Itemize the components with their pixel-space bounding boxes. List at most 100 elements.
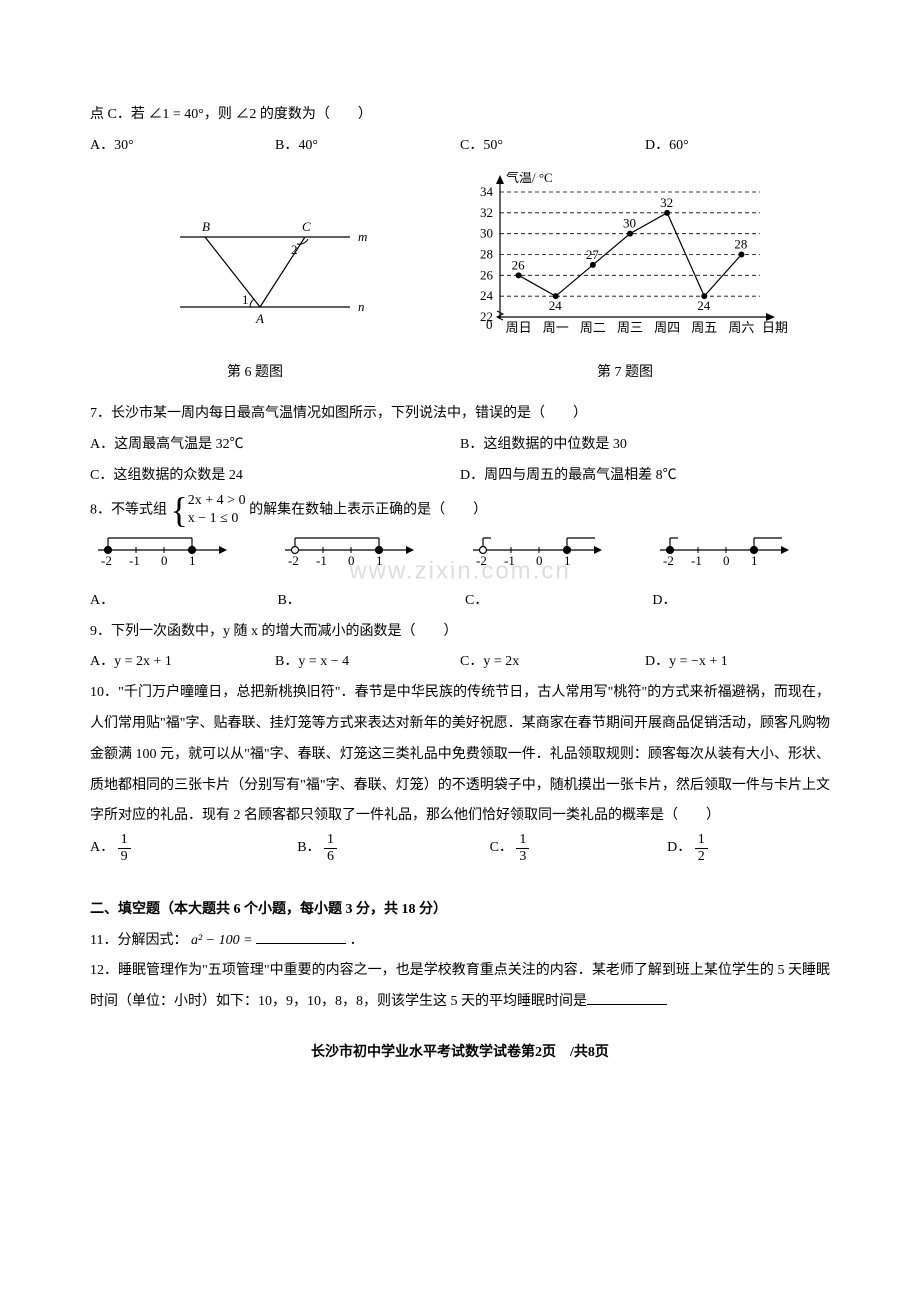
- svg-text:28: 28: [480, 246, 493, 261]
- svg-text:m: m: [358, 229, 367, 244]
- q10-opt-a-prefix: A．: [90, 840, 114, 855]
- svg-text:-2: -2: [101, 553, 112, 568]
- q7-figure: 222426283032340气温/ °C周日周一周二周三周四周五周六日期262…: [460, 172, 790, 342]
- svg-text:0: 0: [536, 553, 543, 568]
- svg-text:n: n: [358, 299, 365, 314]
- q8-opt-a-wrap: -2 -1 0 1 A．: [90, 528, 268, 617]
- q12: 12．睡眠管理作为"五项管理"中重要的内容之一，也是学校教育重点关注的内容．某老…: [90, 956, 830, 1018]
- q7-opt-c: C．这组数据的众数是 24: [90, 461, 460, 492]
- svg-text:1: 1: [564, 553, 571, 568]
- q10-stem: 10．"千门万户曈曈日，总把新桃换旧符"．春节是中华民族的传统节日，古人常用写"…: [90, 678, 830, 832]
- q8-opt-b-wrap: -2 -1 0 1 B．: [277, 528, 455, 617]
- q11-expr: a² − 100 =: [191, 933, 253, 948]
- q9-opt-a: A．y = 2x + 1: [90, 647, 275, 678]
- q9-opt-d: D．y = −x + 1: [645, 647, 830, 678]
- q7-options-row2: C．这组数据的众数是 24 D．周四与周五的最高气温相差 8℃: [90, 461, 830, 492]
- q8-opt-a-label: A．: [90, 593, 114, 608]
- q10-b-num: 1: [324, 832, 337, 848]
- svg-text:0: 0: [486, 317, 493, 332]
- svg-text:周一: 周一: [543, 320, 569, 335]
- q6-opt-c: C．50°: [460, 131, 645, 162]
- q10-a-num: 1: [118, 832, 131, 848]
- q10-c-num: 1: [516, 832, 529, 848]
- q10-opt-b-prefix: B．: [297, 840, 320, 855]
- svg-text:周二: 周二: [580, 320, 606, 335]
- svg-text:-1: -1: [691, 553, 702, 568]
- svg-text:1: 1: [376, 553, 383, 568]
- q12-blank: [587, 990, 667, 1005]
- svg-text:-2: -2: [288, 553, 299, 568]
- q8-opt-b-label: B．: [277, 593, 300, 608]
- q6-options: A．30° B．40° C．50° D．60°: [90, 131, 830, 162]
- q7-opt-b: B．这组数据的中位数是 30: [460, 430, 830, 461]
- q10-opt-b: B． 16: [297, 832, 489, 864]
- q6-figure-wrap: BCAmn12 第 6 题图: [130, 202, 380, 390]
- svg-text:34: 34: [480, 184, 494, 199]
- svg-text:0: 0: [348, 553, 355, 568]
- svg-text:周日: 周日: [506, 320, 532, 335]
- svg-text:周四: 周四: [654, 320, 680, 335]
- q6-stem-cont: 点 C．若 ∠1 = 40°，则 ∠2 的度数为（ ）: [90, 100, 830, 131]
- svg-text:1: 1: [242, 292, 249, 307]
- svg-text:B: B: [202, 219, 210, 234]
- numberline-c: -2 -1 0 1: [465, 528, 635, 573]
- svg-text:26: 26: [512, 257, 525, 272]
- numberline-d: -2-101: [652, 528, 822, 573]
- q7-options-row1: A．这周最高气温是 32℃ B．这组数据的中位数是 30: [90, 430, 830, 461]
- q8-sys-line2: x − 1 ≤ 0: [188, 511, 239, 526]
- q10-opt-c: C． 13: [490, 832, 668, 864]
- q8-opt-c-wrap: -2 -1 0 1 C．: [465, 528, 643, 617]
- q12-text: 12．睡眠管理作为"五项管理"中重要的内容之一，也是学校教育重点关注的内容．某老…: [90, 963, 830, 1009]
- q10-d-den: 2: [695, 849, 708, 864]
- section2-title: 二、填空题（本大题共 6 个小题，每小题 3 分，共 18 分）: [90, 895, 830, 926]
- q11-pre: 11．分解因式：: [90, 933, 187, 948]
- q7-stem: 7．长沙市某一周内每日最高气温情况如图所示，下列说法中，错误的是（ ）: [90, 399, 830, 430]
- svg-text:24: 24: [549, 298, 563, 313]
- q11: 11．分解因式： a² − 100 = ．: [90, 926, 830, 957]
- q8-opt-d-label: D．: [652, 593, 676, 608]
- q11-blank: [256, 929, 346, 944]
- q9-stem: 9．下列一次函数中，y 随 x 的增大而减小的函数是（ ）: [90, 617, 830, 648]
- q7-opt-a: A．这周最高气温是 32℃: [90, 430, 460, 461]
- q10-d-num: 1: [695, 832, 708, 848]
- q7-fig-label: 第 7 题图: [460, 358, 790, 389]
- q6-fig-label: 第 6 题图: [130, 358, 380, 389]
- svg-text:30: 30: [480, 225, 493, 240]
- svg-text:周六: 周六: [728, 320, 754, 335]
- svg-text:-1: -1: [316, 553, 327, 568]
- q10-b-den: 6: [324, 849, 337, 864]
- svg-text:周五: 周五: [691, 320, 717, 335]
- q9-opt-c: C．y = 2x: [460, 647, 645, 678]
- q7-figure-wrap: 222426283032340气温/ °C周日周一周二周三周四周五周六日期262…: [460, 172, 790, 390]
- q10-opt-c-prefix: C．: [490, 840, 513, 855]
- svg-text:周三: 周三: [617, 320, 643, 335]
- svg-text:24: 24: [480, 288, 494, 303]
- svg-text:0: 0: [161, 553, 168, 568]
- svg-text:2: 2: [291, 242, 298, 257]
- svg-text:1: 1: [189, 553, 196, 568]
- page-footer: 长沙市初中学业水平考试数学试卷第2页 /共8页: [90, 1038, 830, 1069]
- q10-opt-d: D． 12: [667, 832, 830, 864]
- svg-text:A: A: [255, 311, 264, 326]
- q9-opt-b: B．y = x − 4: [275, 647, 460, 678]
- q10-options: A． 19 B． 16 C． 13 D． 12: [90, 832, 830, 864]
- q9-options: A．y = 2x + 1 B．y = x − 4 C．y = 2x D．y = …: [90, 647, 830, 678]
- q8-sys-line1: 2x + 4 > 0: [188, 493, 246, 508]
- q10-opt-a: A． 19: [90, 832, 297, 864]
- numberline-b: -2 -1 0 1: [277, 528, 447, 573]
- q6-figure: BCAmn12: [130, 202, 380, 342]
- q8-opt-c-label: C．: [465, 593, 488, 608]
- svg-text:28: 28: [734, 236, 747, 251]
- q8-numberlines-row: www.zixin.com.cn -2-101 A． -2-101 B． -2-…: [90, 528, 830, 617]
- svg-text:-1: -1: [504, 553, 515, 568]
- svg-text:-2: -2: [663, 553, 674, 568]
- q10-opt-d-prefix: D．: [667, 840, 691, 855]
- svg-text:-2: -2: [476, 553, 487, 568]
- left-brace-icon: {: [171, 492, 188, 528]
- q8-opt-d-wrap: -2-101 D．: [652, 528, 830, 617]
- svg-text:-1: -1: [129, 553, 140, 568]
- q8-stem-pre: 8．不等式组: [90, 502, 167, 517]
- q8-system: { 2x + 4 > 0 x − 1 ≤ 0: [171, 492, 246, 528]
- svg-text:日期: 日期: [762, 320, 788, 335]
- svg-text:30: 30: [623, 215, 636, 230]
